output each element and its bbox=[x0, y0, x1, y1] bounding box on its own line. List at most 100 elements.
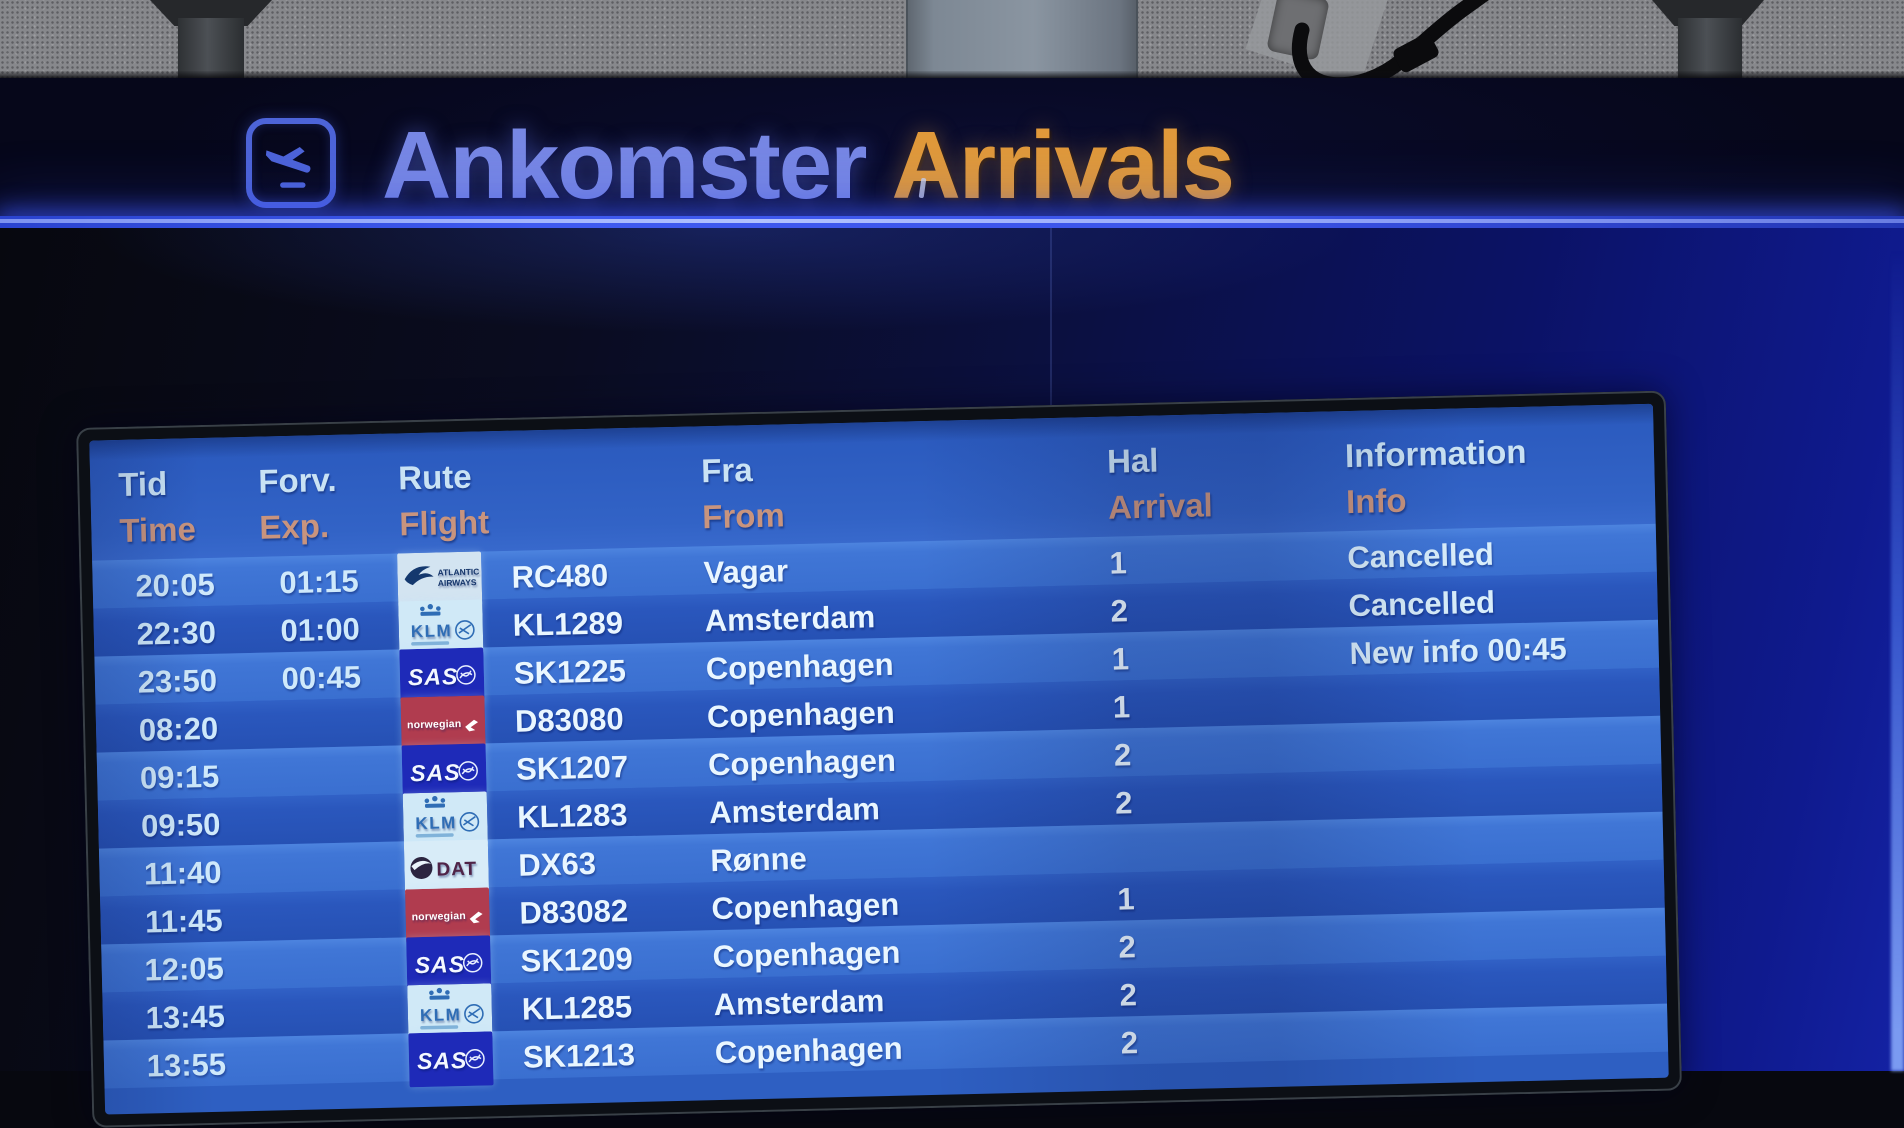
arrival-hall: 2 bbox=[1113, 737, 1132, 773]
flight-row: 20:05 01:15 ATLANTIC AIRWAYS RC480 Vagar… bbox=[92, 523, 1657, 609]
column-header-info: Information Info bbox=[1324, 426, 1655, 526]
ceiling bbox=[0, 0, 1904, 93]
arrival-plane-icon bbox=[246, 118, 336, 208]
svg-text:norwegian: norwegian bbox=[411, 910, 466, 923]
flight-time: 23:50 bbox=[137, 662, 218, 700]
ceiling-panel bbox=[906, 0, 1138, 78]
flight-origin: Rønne bbox=[709, 840, 808, 879]
flight-expected-time bbox=[250, 869, 380, 872]
airline-logo-cell: ATLANTIC AIRWAYS bbox=[372, 551, 498, 608]
flight-info bbox=[1338, 983, 1667, 991]
flight-info: New info 00:45 bbox=[1349, 630, 1568, 672]
svg-text:DAT: DAT bbox=[436, 859, 477, 881]
airline-logo-cell: SAS bbox=[381, 935, 507, 992]
column-header-expected: Forv. Exp. bbox=[240, 456, 372, 551]
flight-info bbox=[1339, 1031, 1668, 1039]
svg-text:KLM: KLM bbox=[420, 1005, 462, 1025]
flight-row: 13:45 KLM KL1285 Amsterdam 2 bbox=[102, 955, 1668, 1041]
arrival-hall bbox=[1084, 846, 1334, 852]
flight-origin: Amsterdam bbox=[704, 599, 876, 639]
header-exp: Exp. bbox=[258, 507, 330, 546]
svg-text:ATLANTIC: ATLANTIC bbox=[437, 567, 479, 578]
flight-row: 08:20 norwegian D83080 Copenhagen 1 bbox=[95, 667, 1661, 753]
flight-info bbox=[1334, 839, 1663, 847]
flight-row: 11:45 norwegian D83082 Copenhagen 1 bbox=[100, 859, 1665, 945]
flight-info bbox=[1332, 743, 1661, 751]
column-header-hall: Hal Arrival bbox=[1075, 434, 1327, 532]
flight-origin: Copenhagen bbox=[711, 886, 900, 927]
flight-time: 11:40 bbox=[143, 854, 222, 892]
airline-logo-cell: SAS bbox=[374, 647, 500, 704]
column-header-time: Tid Time bbox=[90, 459, 242, 555]
sign-title-danish: Ankomster bbox=[382, 112, 867, 219]
header-from: From bbox=[701, 496, 786, 536]
flight-expected-time bbox=[252, 965, 382, 968]
flight-origin: Copenhagen bbox=[705, 646, 894, 687]
svg-text:KLM: KLM bbox=[411, 621, 453, 641]
svg-text:KLM: KLM bbox=[415, 813, 457, 833]
flight-expected-time bbox=[253, 1013, 383, 1016]
flight-row: 22:30 01:00 KLM KL1289 Amsterdam 2 Cance… bbox=[93, 571, 1658, 657]
flight-time: 13:55 bbox=[146, 1046, 227, 1084]
sign-title-english: Arrivals bbox=[891, 112, 1235, 219]
arrival-hall: 2 bbox=[1119, 977, 1138, 1013]
flight-info: Cancelled bbox=[1346, 536, 1495, 576]
arrival-hall: 2 bbox=[1118, 929, 1137, 965]
arrival-hall: 1 bbox=[1111, 641, 1130, 677]
arrivals-board: Tid Time Forv. Exp. Rute Flight Fra From… bbox=[89, 403, 1669, 1115]
airline-logo-cell: norwegian bbox=[380, 887, 506, 944]
arrival-hall: 2 bbox=[1120, 1025, 1139, 1061]
flight-number: RC480 bbox=[511, 557, 609, 595]
flight-expected-time bbox=[248, 821, 378, 824]
flight-number: SK1213 bbox=[522, 1037, 636, 1075]
flight-expected-time: 01:15 bbox=[278, 563, 360, 601]
flight-origin: Copenhagen bbox=[707, 742, 897, 783]
flight-info bbox=[1336, 935, 1665, 943]
flight-expected-time bbox=[247, 773, 377, 776]
arrival-hall: 1 bbox=[1112, 689, 1131, 725]
header-time: Time bbox=[118, 510, 197, 550]
column-header-flight: Rute Flight bbox=[370, 449, 677, 548]
flight-origin: Amsterdam bbox=[713, 983, 885, 1023]
flight-origin: Vagar bbox=[703, 553, 789, 591]
flight-number: KL1289 bbox=[512, 605, 624, 643]
arrivals-sign: Ankomster Arrivals bbox=[0, 78, 1904, 219]
ceiling-pole-right bbox=[1678, 18, 1742, 78]
flight-time: 22:30 bbox=[136, 614, 217, 652]
svg-text:norwegian: norwegian bbox=[407, 718, 462, 731]
flight-expected-time bbox=[254, 1061, 384, 1064]
flight-number: DX63 bbox=[518, 845, 597, 883]
flight-info bbox=[1335, 887, 1664, 895]
arrival-hall: 1 bbox=[1116, 881, 1136, 917]
airline-logo-cell: norwegian bbox=[375, 695, 501, 752]
header-forv: Forv. bbox=[257, 460, 337, 500]
ceiling-pole-left bbox=[178, 18, 244, 78]
flight-number: SK1225 bbox=[513, 653, 627, 691]
airline-logo-cell: KLM bbox=[373, 599, 499, 656]
flight-rows: 20:05 01:15 ATLANTIC AIRWAYS RC480 Vagar… bbox=[92, 523, 1669, 1089]
airline-logo-cell: SAS bbox=[377, 743, 503, 800]
flight-time: 11:45 bbox=[144, 902, 224, 940]
header-tid: Tid bbox=[117, 464, 168, 504]
svg-text:SAS: SAS bbox=[408, 663, 459, 690]
wall-seam bbox=[1050, 228, 1052, 428]
flight-number: D83080 bbox=[514, 701, 625, 739]
flight-time: 12:05 bbox=[144, 950, 225, 988]
airline-logo-cell: SAS bbox=[383, 1031, 509, 1088]
flight-info bbox=[1331, 695, 1660, 703]
flight-number: SK1209 bbox=[520, 941, 634, 979]
arrival-hall: 2 bbox=[1110, 593, 1129, 629]
airline-logo-cell: KLM bbox=[378, 791, 504, 848]
flight-number: D83082 bbox=[519, 893, 629, 931]
svg-text:SAS: SAS bbox=[414, 951, 465, 978]
screen-edge-glow bbox=[1891, 250, 1904, 1071]
flight-origin: Amsterdam bbox=[708, 791, 881, 831]
header-info: Info bbox=[1345, 481, 1407, 521]
arrivals-monitor: Tid Time Forv. Exp. Rute Flight Fra From… bbox=[76, 390, 1683, 1128]
flight-row: 09:50 KLM KL1283 Amsterdam 2 bbox=[97, 763, 1663, 849]
flight-time: 09:15 bbox=[139, 758, 220, 796]
airline-logo-cell: DAT bbox=[379, 839, 505, 896]
neon-divider bbox=[0, 216, 1904, 228]
flight-row: 12:05 SAS SK1209 Copenhagen 2 bbox=[101, 907, 1666, 993]
svg-text:SAS: SAS bbox=[410, 759, 461, 786]
